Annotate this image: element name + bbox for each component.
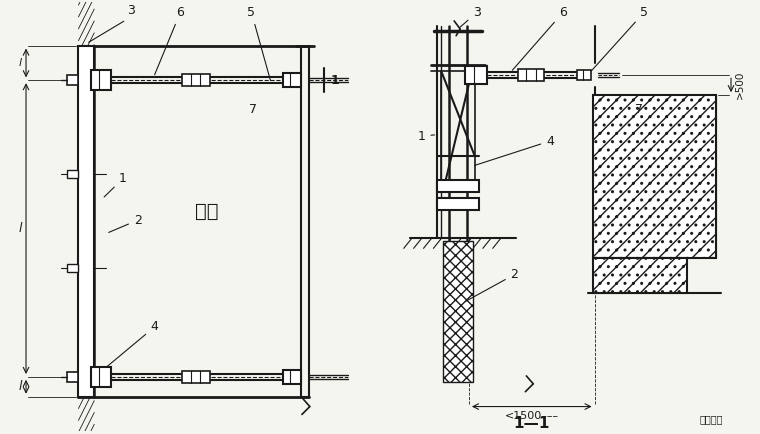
Text: 6: 6 bbox=[512, 6, 567, 70]
Bar bbox=[67, 264, 78, 272]
Bar bbox=[182, 74, 210, 86]
Text: 4: 4 bbox=[106, 320, 159, 367]
Text: 5: 5 bbox=[248, 6, 271, 81]
Bar bbox=[67, 372, 78, 382]
Bar bbox=[593, 95, 716, 258]
Text: 3: 3 bbox=[461, 6, 481, 27]
Bar bbox=[443, 241, 473, 382]
Bar bbox=[91, 367, 111, 387]
Bar bbox=[91, 70, 111, 90]
Bar bbox=[577, 70, 591, 80]
Text: 3: 3 bbox=[89, 4, 135, 42]
Text: 1: 1 bbox=[104, 172, 127, 197]
Text: >500: >500 bbox=[735, 71, 745, 99]
Bar bbox=[283, 370, 301, 384]
Bar bbox=[437, 198, 479, 210]
Text: 结构: 结构 bbox=[195, 202, 219, 221]
Bar bbox=[67, 76, 78, 85]
Text: 4: 4 bbox=[474, 135, 554, 165]
Text: 2: 2 bbox=[465, 268, 518, 301]
Text: l: l bbox=[18, 222, 22, 235]
Text: 2: 2 bbox=[109, 214, 141, 233]
Text: 1—1: 1—1 bbox=[514, 416, 550, 431]
Bar bbox=[437, 180, 479, 192]
Text: 6: 6 bbox=[154, 6, 184, 75]
Bar bbox=[518, 69, 544, 81]
Bar bbox=[465, 66, 487, 84]
Text: l: l bbox=[19, 58, 22, 68]
Text: <1500–––: <1500––– bbox=[505, 411, 559, 421]
Text: 1: 1 bbox=[417, 130, 435, 143]
Bar bbox=[78, 46, 94, 397]
Text: 7: 7 bbox=[635, 103, 643, 116]
Bar bbox=[283, 73, 301, 87]
Text: 豆丁施工: 豆丁施工 bbox=[699, 414, 723, 424]
Text: 5: 5 bbox=[587, 6, 648, 76]
Bar bbox=[593, 258, 686, 293]
Text: 7: 7 bbox=[249, 103, 258, 116]
Text: l: l bbox=[18, 380, 22, 393]
Text: 1: 1 bbox=[331, 74, 339, 87]
Bar bbox=[182, 371, 210, 383]
Bar bbox=[67, 170, 78, 178]
